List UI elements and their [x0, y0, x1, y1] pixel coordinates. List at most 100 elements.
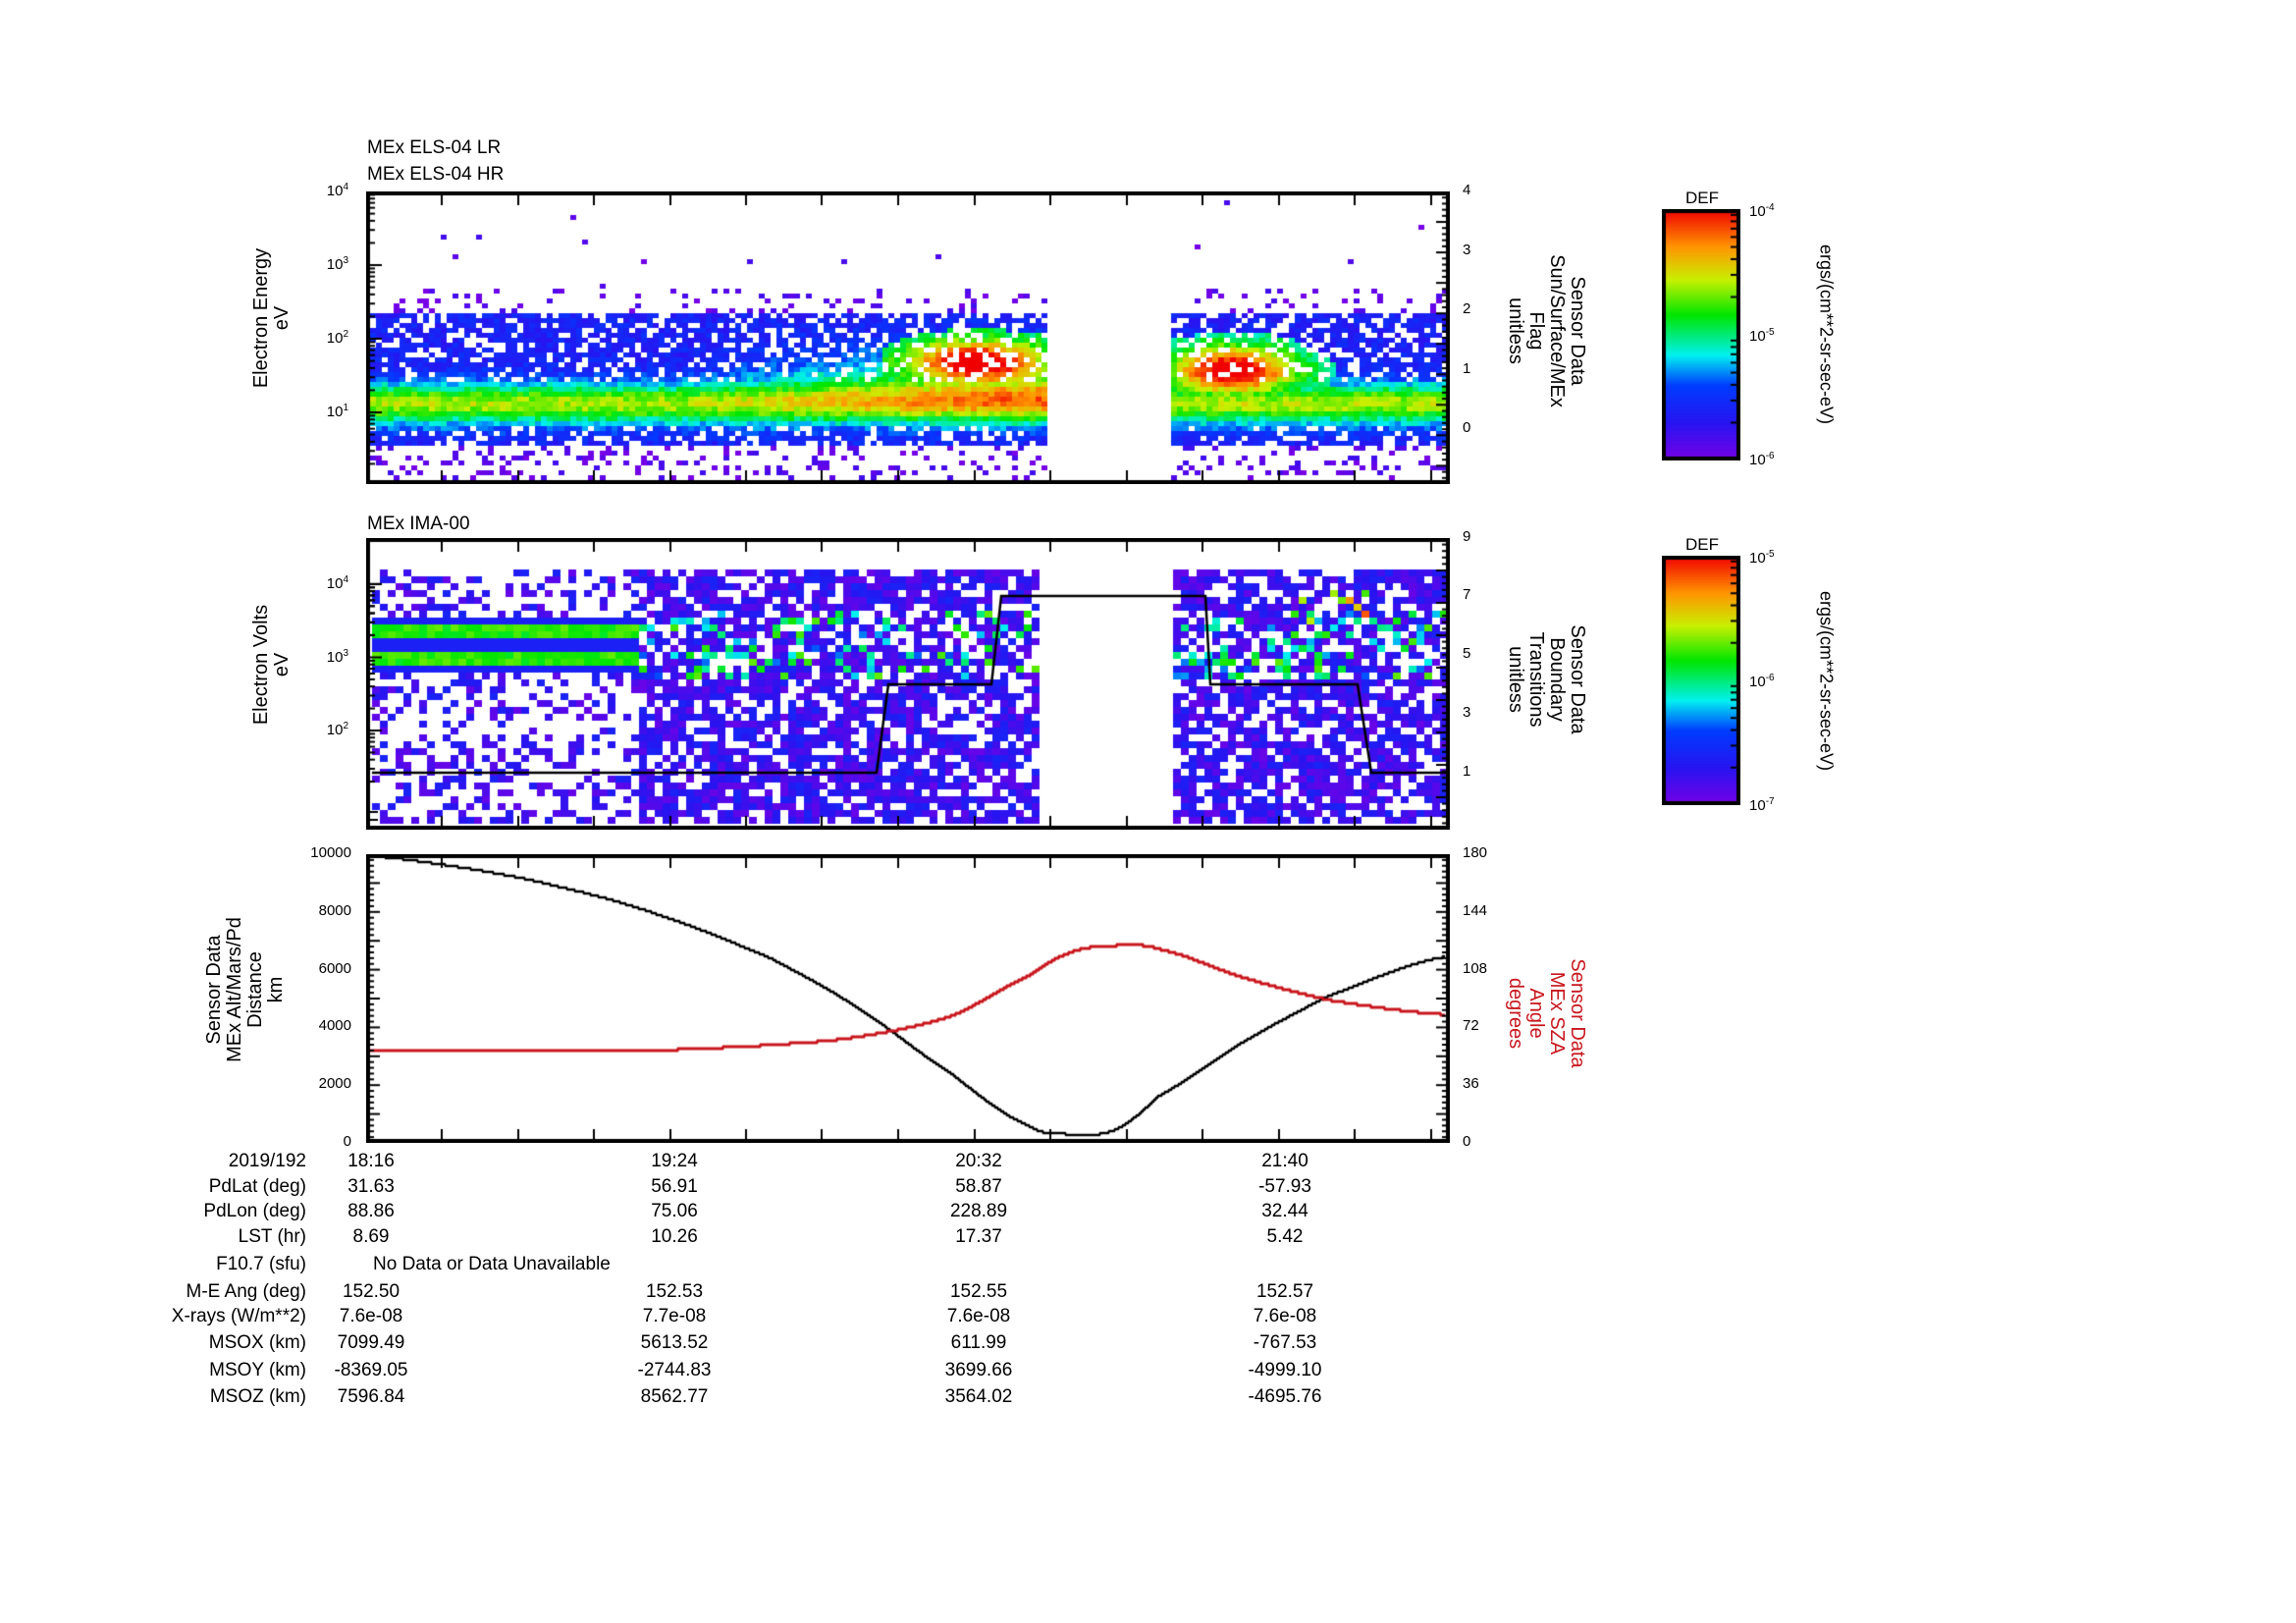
table-cell: -8369.05 — [334, 1360, 408, 1380]
row-label: MSOZ (km) — [209, 1386, 306, 1407]
colorbar-min-label: 10-7 — [1749, 796, 1775, 814]
panel-title-lr: MEx ELS-04 LR — [367, 137, 502, 158]
table-cell: 152.55 — [949, 1281, 1008, 1302]
date-label: 2019/192 — [228, 1151, 306, 1171]
tick-label: 0 — [343, 1133, 351, 1150]
tick-label: 3 — [1463, 704, 1471, 721]
colorbar-min-label: 10-6 — [1749, 451, 1775, 468]
table-cell: 56.91 — [651, 1176, 698, 1197]
row-label: M-E Ang (deg) — [186, 1281, 307, 1302]
row-label: F10.7 (sfu) — [216, 1254, 306, 1274]
tick-label: 102 — [326, 329, 348, 347]
tick-label: 108 — [1463, 959, 1488, 977]
table-cell: 17.37 — [955, 1226, 1002, 1247]
tick-label: 1 — [1463, 360, 1471, 377]
table-cell: 5.42 — [1266, 1226, 1304, 1247]
y2-axis-label: Sensor Data MEx SZA Angle degrees — [1505, 958, 1588, 1068]
colorbar-units: ergs/(cm**2-sr-sec-eV) — [1816, 243, 1837, 425]
table-cell: -4695.76 — [1248, 1386, 1322, 1407]
row-label: X-rays (W/m**2) — [171, 1306, 306, 1326]
row-label: MSOX (km) — [208, 1332, 306, 1353]
table-cell: 8.69 — [352, 1226, 390, 1247]
table-cell: -57.93 — [1258, 1176, 1311, 1197]
table-cell: 7.7e-08 — [642, 1306, 707, 1326]
table-cell: 5613.52 — [640, 1332, 709, 1353]
table-cell: -4999.10 — [1248, 1360, 1322, 1380]
tick-label: 6000 — [318, 959, 351, 977]
colorbar-title: DEF — [1685, 189, 1719, 207]
no-data-note: No Data or Data Unavailable — [373, 1254, 611, 1274]
table-cell: 31.63 — [347, 1176, 395, 1197]
tick-label: 180 — [1463, 844, 1488, 861]
tick-label: 36 — [1463, 1075, 1479, 1093]
colorbar-title: DEF — [1685, 535, 1719, 554]
els-spectrogram[interactable] — [366, 191, 1450, 484]
colorbar-mid-label: 10-6 — [1749, 673, 1775, 690]
table-cell: 7099.49 — [337, 1332, 405, 1353]
y2-axis-label: Sensor Data Boundary Transitions unitless — [1505, 624, 1588, 734]
tick-label: 10000 — [310, 844, 351, 861]
tick-label: 104 — [326, 574, 348, 592]
time-label: 19:24 — [651, 1151, 698, 1171]
colorbar-gradient — [1662, 556, 1740, 805]
tick-label: 103 — [326, 648, 348, 666]
table-cell: 75.06 — [651, 1201, 698, 1221]
colorbar-units: ergs/(cm**2-sr-sec-eV) — [1816, 590, 1837, 772]
tick-label: 5 — [1463, 645, 1471, 662]
row-label: MSOY (km) — [209, 1360, 306, 1380]
table-cell: 3564.02 — [944, 1386, 1013, 1407]
table-cell: 10.26 — [651, 1226, 698, 1247]
table-cell: 152.50 — [342, 1281, 400, 1302]
table-cell: 8562.77 — [640, 1386, 709, 1407]
table-cell: 152.57 — [1255, 1281, 1314, 1302]
tick-label: 0 — [1463, 419, 1471, 436]
row-label: PdLat (deg) — [208, 1176, 306, 1197]
row-label: PdLon (deg) — [203, 1201, 306, 1221]
tick-label: 3 — [1463, 242, 1471, 258]
tick-label: 0 — [1463, 1133, 1471, 1150]
colorbar-max-label: 10-5 — [1749, 549, 1775, 567]
tick-label: 4000 — [318, 1017, 351, 1035]
table-cell: 611.99 — [950, 1332, 1007, 1353]
table-cell: 3699.66 — [944, 1360, 1013, 1380]
table-cell: 152.53 — [645, 1281, 704, 1302]
tick-label: 103 — [326, 255, 348, 273]
ima-spectrogram[interactable] — [366, 538, 1450, 830]
row-label: LST (hr) — [238, 1226, 306, 1247]
panel-title-hr: MEx ELS-04 HR — [367, 164, 505, 185]
tick-label: 102 — [326, 721, 348, 738]
tick-label: 1 — [1463, 763, 1471, 780]
tick-label: 4 — [1463, 182, 1471, 198]
time-label: 18:16 — [347, 1151, 395, 1171]
colorbar-gradient — [1662, 209, 1740, 460]
table-cell: -767.53 — [1253, 1332, 1317, 1353]
y-axis-label: Electron Volts eV — [250, 604, 293, 726]
table-cell: 7.6e-08 — [339, 1306, 403, 1326]
tick-label: 7 — [1463, 586, 1471, 603]
panel-title: MEx IMA-00 — [367, 514, 470, 534]
tick-label: 101 — [326, 403, 348, 420]
time-label: 21:40 — [1261, 1151, 1308, 1171]
tick-label: 104 — [326, 182, 348, 199]
time-label: 20:32 — [955, 1151, 1002, 1171]
y-axis-label: Sensor Data MEx Alt/Mars/Pd Distance km — [203, 917, 287, 1062]
colorbar-mid-label: 10-5 — [1749, 327, 1775, 345]
table-cell: 32.44 — [1261, 1201, 1308, 1221]
distance-sza-plot[interactable] — [366, 854, 1450, 1143]
table-cell: 7596.84 — [337, 1386, 405, 1407]
table-cell: -2744.83 — [637, 1360, 712, 1380]
tick-label: 144 — [1463, 901, 1488, 919]
tick-label: 8000 — [318, 901, 351, 919]
table-cell: 228.89 — [949, 1201, 1008, 1221]
tick-label: 2000 — [318, 1075, 351, 1093]
tick-label: 72 — [1463, 1017, 1479, 1035]
table-cell: 88.86 — [347, 1201, 395, 1221]
tick-label: 2 — [1463, 300, 1471, 317]
table-cell: 7.6e-08 — [946, 1306, 1011, 1326]
table-cell: 7.6e-08 — [1253, 1306, 1317, 1326]
colorbar-max-label: 10-4 — [1749, 202, 1775, 220]
y-axis-label: Electron Energy eV — [250, 247, 293, 389]
table-cell: 58.87 — [955, 1176, 1002, 1197]
y2-axis-label: Sensor Data Sun/Surface/MEx Flag unitless — [1505, 254, 1588, 407]
tick-label: 9 — [1463, 528, 1471, 545]
